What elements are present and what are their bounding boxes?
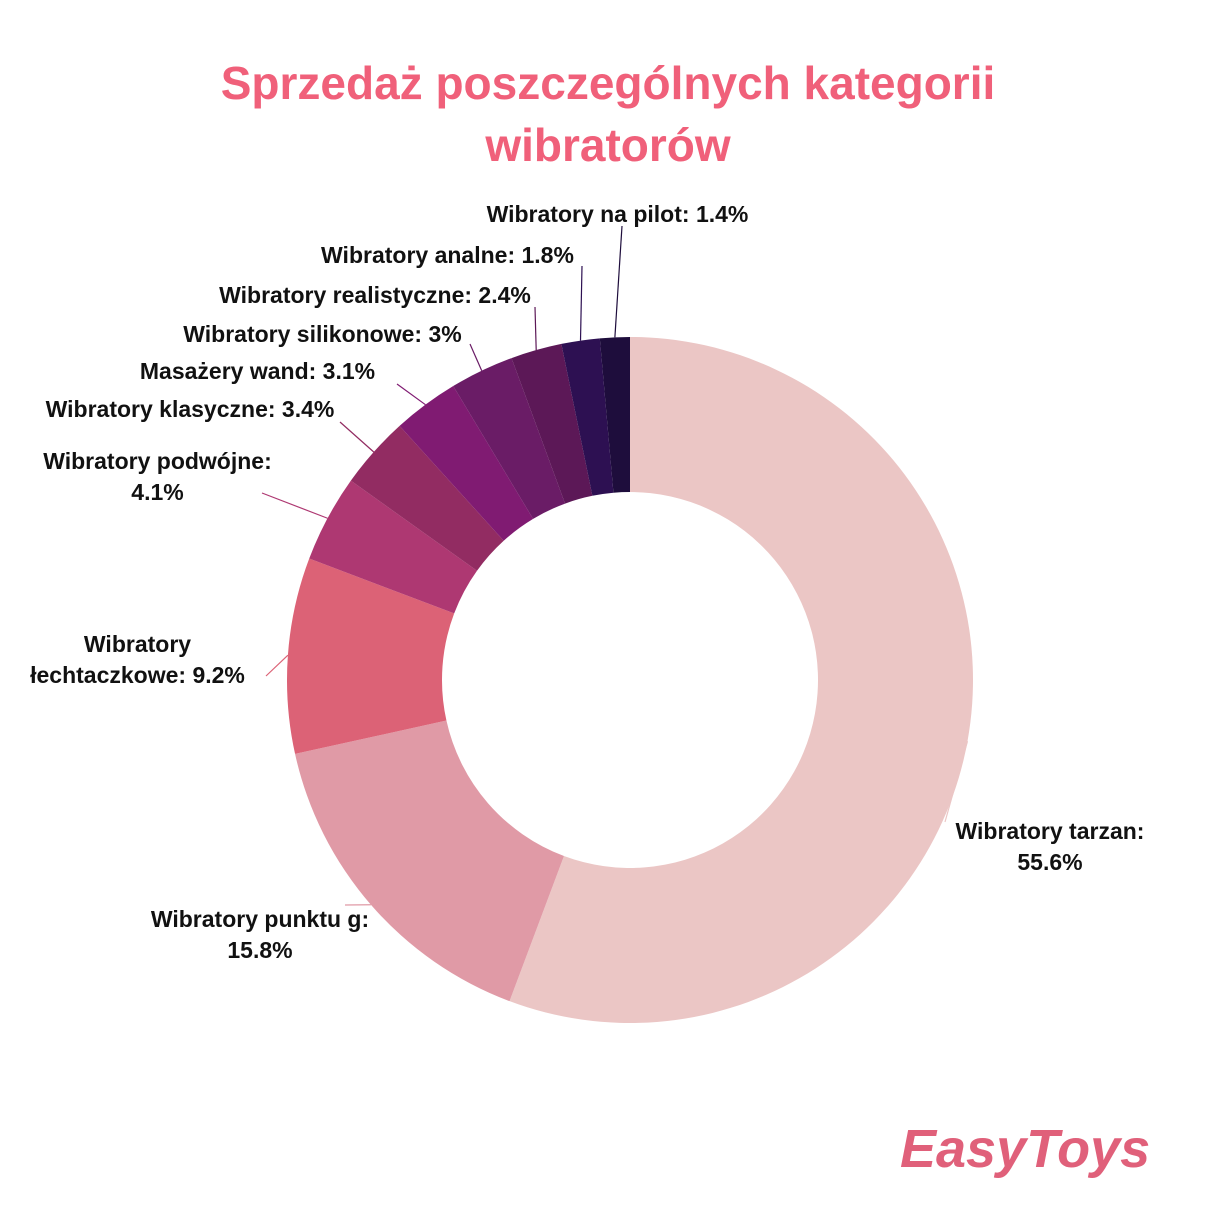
leader-line — [579, 265, 583, 341]
logo: EasyToys — [900, 1119, 1151, 1179]
value-label: 1.4% — [695, 201, 749, 227]
leader-line — [944, 741, 969, 823]
data-label: Wibratory łechtaczkowe: 9.2% — [5, 629, 270, 691]
leader-line — [339, 421, 375, 453]
donut-slice — [561, 338, 614, 496]
category-label: Wibratory na pilot: — [486, 201, 690, 227]
data-label: Wibratory klasyczne: 3.4% — [15, 394, 365, 425]
value-label: 1.8% — [521, 242, 574, 268]
category-label: Wibratory punktu g: — [150, 906, 370, 932]
category-label: Wibratory analne: — [321, 242, 516, 268]
chart-title: Sprzedaż poszczególnych kategorii wibrat… — [220, 57, 996, 171]
category-label: Masażery wand: — [139, 358, 317, 384]
value-label: 55.6% — [1017, 849, 1083, 875]
value-label: 3.4% — [281, 396, 335, 422]
donut-slice — [295, 720, 564, 1002]
data-label: Wibratory tarzan: 55.6% — [955, 816, 1145, 878]
donut-slice — [309, 480, 478, 614]
donut-slice — [511, 343, 593, 504]
category-label: Wibratory silikonowe: — [183, 321, 423, 347]
category-label: Wibratory łechtaczkowe: — [30, 631, 192, 688]
category-label: Wibratory klasyczne: — [45, 396, 276, 422]
donut-slice — [453, 358, 566, 519]
value-label: 15.8% — [227, 937, 293, 963]
value-label: 2.4% — [478, 282, 531, 308]
category-label: Wibratory realistyczne: — [219, 282, 473, 308]
data-label: Wibratory analne: 1.8% — [290, 240, 605, 271]
value-label: 3% — [428, 321, 462, 347]
value-label: 4.1% — [131, 479, 184, 505]
value-label: 3.1% — [322, 358, 376, 384]
category-label: Wibratory tarzan: — [955, 818, 1145, 844]
leader-line — [396, 383, 426, 406]
leader-line — [534, 306, 537, 351]
donut-slice — [599, 337, 630, 493]
donut-slice — [287, 558, 455, 754]
leader-line — [265, 654, 289, 677]
data-label: Wibratory podwójne: 4.1% — [40, 446, 275, 508]
data-label: Wibratory na pilot: 1.4% — [455, 199, 780, 230]
leader-line — [614, 225, 623, 338]
data-label: Masażery wand: 3.1% — [110, 356, 405, 387]
leader-line — [261, 492, 328, 519]
value-label: 9.2% — [192, 662, 245, 688]
category-label: Wibratory podwójne: — [43, 448, 272, 474]
leader-line — [469, 343, 483, 371]
donut-slice — [509, 337, 974, 1023]
data-label: Wibratory silikonowe: 3% — [150, 319, 495, 350]
data-label: Wibratory realistyczne: 2.4% — [185, 280, 565, 311]
data-label: Wibratory punktu g: 15.8% — [150, 904, 370, 966]
donut-slice — [399, 386, 534, 541]
donut-slice — [350, 425, 504, 571]
